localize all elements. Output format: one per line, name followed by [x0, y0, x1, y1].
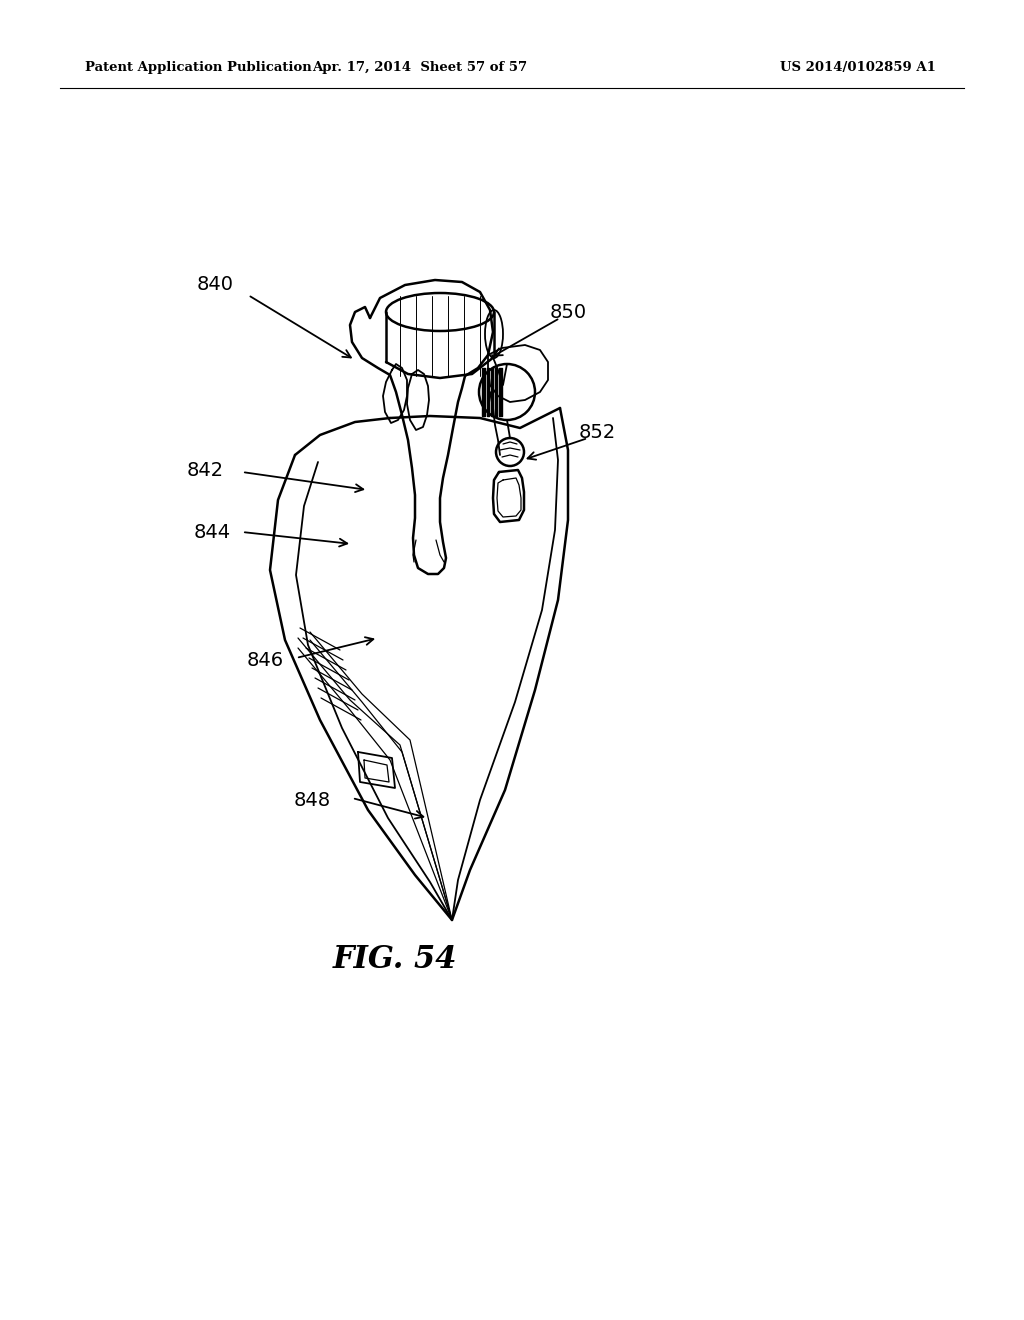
Text: 850: 850 — [550, 302, 587, 322]
Text: Apr. 17, 2014  Sheet 57 of 57: Apr. 17, 2014 Sheet 57 of 57 — [312, 62, 527, 74]
Text: FIG. 54: FIG. 54 — [333, 944, 458, 975]
Text: Patent Application Publication: Patent Application Publication — [85, 62, 311, 74]
Text: 844: 844 — [194, 523, 230, 541]
Text: 852: 852 — [579, 422, 615, 441]
Text: US 2014/0102859 A1: US 2014/0102859 A1 — [780, 62, 936, 74]
Text: 840: 840 — [197, 276, 233, 294]
Text: 846: 846 — [247, 651, 284, 669]
Text: 848: 848 — [294, 791, 331, 809]
Circle shape — [479, 364, 535, 420]
Circle shape — [496, 438, 524, 466]
Text: 842: 842 — [186, 461, 223, 479]
